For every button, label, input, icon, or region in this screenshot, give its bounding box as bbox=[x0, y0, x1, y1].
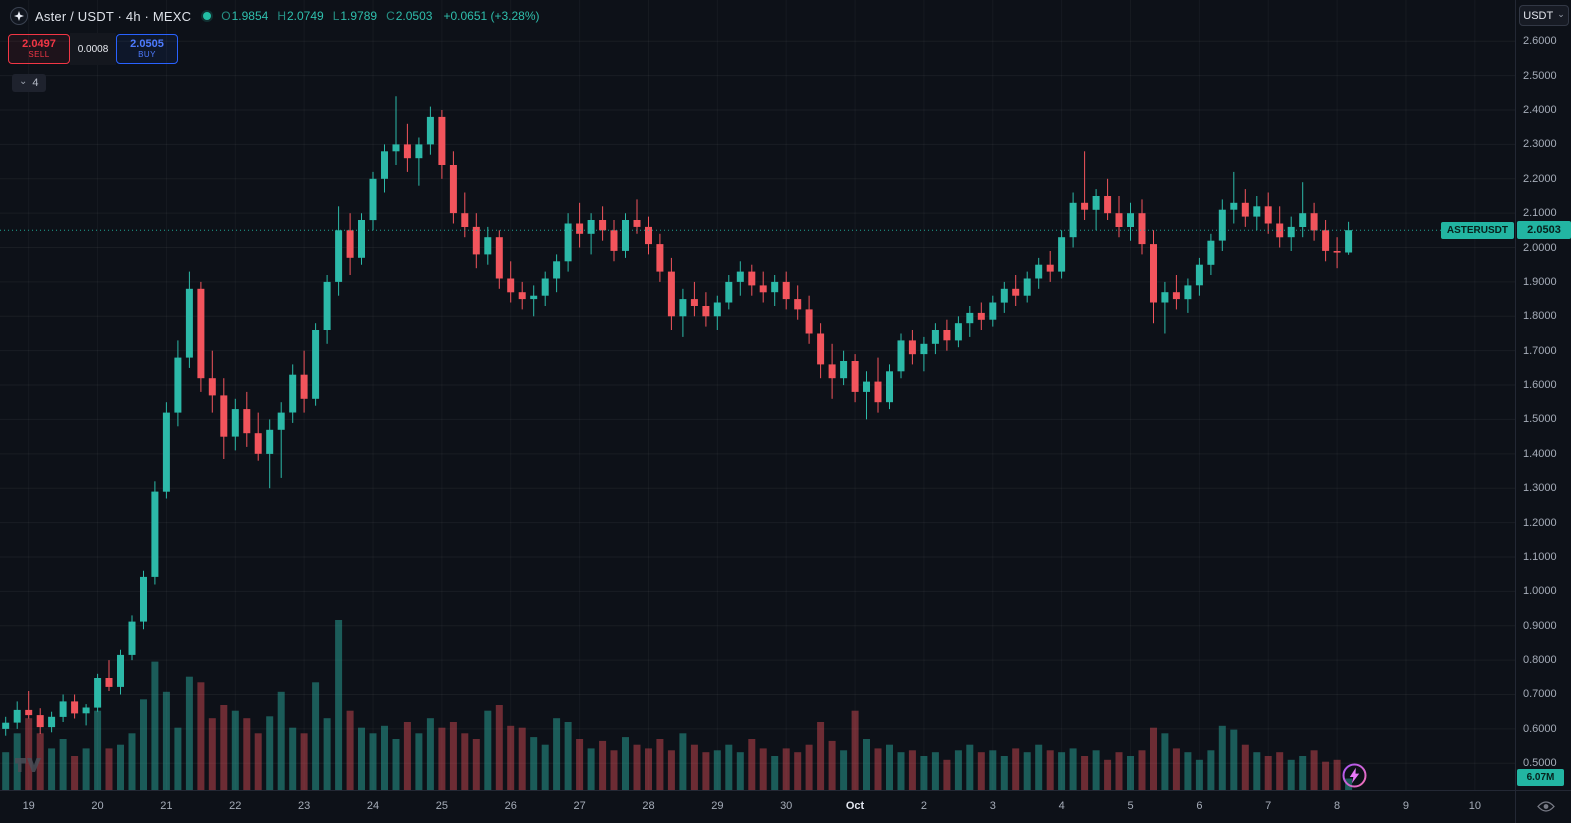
price-axis-label: 1.4000 bbox=[1523, 447, 1557, 460]
ohlc-close: C2.0503 bbox=[386, 9, 433, 23]
tradingview-logo[interactable] bbox=[14, 757, 41, 778]
time-axis-label: 3 bbox=[989, 800, 996, 812]
buy-sell-widget: 2.0497 SELL 0.0008 2.0505 BUY bbox=[8, 33, 178, 65]
price-axis-label: 1.1000 bbox=[1523, 550, 1557, 563]
price-axis-label: 0.5000 bbox=[1523, 757, 1557, 770]
chevron-down-icon: ⌄ bbox=[1557, 8, 1565, 19]
price-axis-label: 2.6000 bbox=[1523, 35, 1557, 48]
time-axis-label: 28 bbox=[642, 800, 655, 812]
price-axis-label: 1.0000 bbox=[1523, 585, 1557, 598]
price-axis-label: 1.9000 bbox=[1523, 275, 1557, 288]
buy-label: BUY bbox=[138, 50, 156, 59]
market-status-dot[interactable] bbox=[203, 12, 212, 20]
time-axis[interactable]: 19 20 21 22 23 24 25 26 27 28 29 30 Oct 2 3 4 5 6 7 8 9 10 bbox=[0, 790, 1571, 823]
current-price-tag: 2.0503 bbox=[1517, 221, 1571, 240]
price-axis-label: 1.5000 bbox=[1523, 413, 1557, 426]
symbol-price-tag: ASTERUSDT bbox=[1440, 221, 1514, 239]
time-axis-label: 6 bbox=[1196, 800, 1203, 812]
buy-price: 2.0505 bbox=[130, 38, 164, 50]
sell-button[interactable]: 2.0497 SELL bbox=[8, 34, 70, 64]
price-axis-label: 1.8000 bbox=[1523, 310, 1557, 323]
price-axis[interactable]: USDT ⌄ 2.6000 2.5000 2.4000 2.3000 2.2000 2.1… bbox=[1515, 0, 1571, 823]
price-axis-label: 2.0000 bbox=[1523, 241, 1557, 254]
time-axis-label: 9 bbox=[1402, 800, 1410, 812]
sell-price: 2.0497 bbox=[22, 38, 56, 50]
price-axis-label: 2.2000 bbox=[1523, 172, 1557, 185]
time-axis-label: 5 bbox=[1127, 800, 1134, 812]
price-axis-label: 1.7000 bbox=[1523, 344, 1557, 357]
ohlc-low: L1.9789 bbox=[332, 9, 378, 23]
time-axis-label: 10 bbox=[1468, 800, 1481, 812]
symbol-title[interactable]: Aster / USDT · 4h · MEXC bbox=[35, 8, 192, 24]
chevron-down-icon: ⌄ bbox=[19, 75, 28, 87]
currency-dropdown[interactable]: USDT ⌄ bbox=[1519, 5, 1569, 26]
price-change: +0.0651 (+3.28%) bbox=[443, 9, 540, 23]
ohlc-open: O1.9854 bbox=[221, 9, 269, 23]
price-axis-label: 1.2000 bbox=[1523, 516, 1557, 529]
time-axis-label: 30 bbox=[780, 800, 793, 812]
time-axis-label: 7 bbox=[1265, 800, 1272, 812]
time-axis-label: 23 bbox=[298, 800, 311, 812]
time-axis-label: 22 bbox=[229, 800, 242, 812]
legend-collapse-control[interactable]: ⌄ 4 bbox=[12, 74, 46, 92]
time-axis-label: 2 bbox=[920, 800, 927, 812]
flash-trade-icon[interactable] bbox=[1341, 762, 1368, 789]
volume-value-tag: 6.07M bbox=[1517, 769, 1564, 786]
price-axis-label: 0.9000 bbox=[1523, 619, 1557, 632]
time-axis-label: 26 bbox=[504, 800, 517, 812]
spread-value: 0.0008 bbox=[70, 33, 116, 65]
price-axis-label: 2.3000 bbox=[1523, 138, 1557, 151]
ohlc-high: H2.0749 bbox=[277, 9, 324, 23]
currency-label: USDT bbox=[1523, 9, 1554, 22]
eye-icon[interactable] bbox=[1537, 800, 1555, 818]
time-axis-label: 4 bbox=[1058, 800, 1065, 812]
time-axis-label: 27 bbox=[573, 800, 586, 812]
time-axis-label: 25 bbox=[435, 800, 448, 812]
ohlc-readout: O1.9854 H2.0749 L1.9789 C2.0503 +0.0651 … bbox=[221, 9, 539, 23]
chart-legend: Aster / USDT · 4h · MEXC O1.9854 H2.0749… bbox=[10, 7, 540, 25]
price-axis-label: 1.3000 bbox=[1523, 482, 1557, 495]
price-axis-label: 2.4000 bbox=[1523, 104, 1557, 117]
price-axis-label: 1.6000 bbox=[1523, 379, 1557, 392]
time-axis-label: 24 bbox=[366, 800, 380, 812]
symbol-tag-label: ASTERUSDT bbox=[1446, 224, 1508, 236]
time-axis-label: 8 bbox=[1334, 800, 1341, 812]
buy-button[interactable]: 2.0505 BUY bbox=[116, 34, 178, 64]
time-axis-label: 19 bbox=[22, 800, 35, 812]
time-axis-label: 21 bbox=[160, 800, 173, 812]
time-axis-label: 29 bbox=[711, 800, 724, 812]
pane-count: 4 bbox=[32, 77, 39, 89]
time-axis-label: 20 bbox=[91, 800, 104, 812]
sell-label: SELL bbox=[28, 50, 50, 59]
time-axis-label: Oct bbox=[845, 800, 865, 812]
price-axis-label: 2.5000 bbox=[1523, 69, 1557, 82]
price-axis-label: 0.6000 bbox=[1523, 722, 1557, 735]
candlestick-chart[interactable] bbox=[0, 0, 1515, 790]
price-axis-label: 2.1000 bbox=[1523, 207, 1557, 220]
price-axis-label: 0.7000 bbox=[1523, 688, 1557, 701]
price-axis-label: 0.8000 bbox=[1523, 654, 1557, 667]
aster-logo-icon bbox=[10, 7, 28, 25]
